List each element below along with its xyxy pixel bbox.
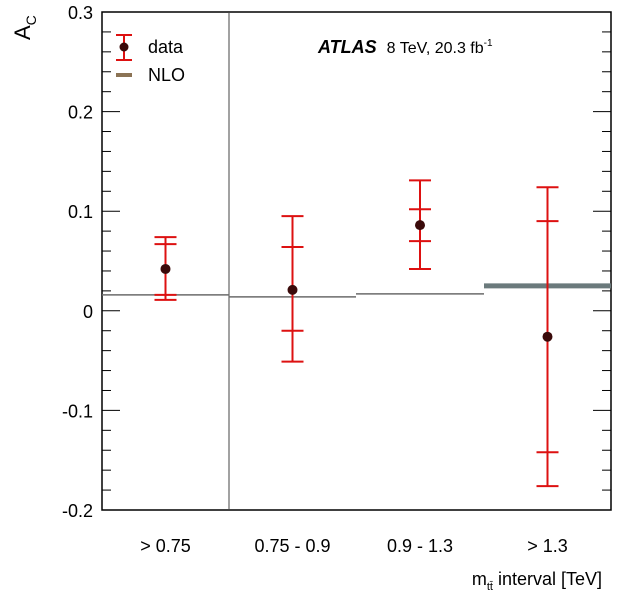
y-tick-label: 0.2 [68,103,93,123]
legend: data NLO [116,34,185,85]
y-axis-tick-labels: -0.2 -0.1 0 0.1 0.2 0.3 [62,3,93,521]
x-axis-title-prefix: m [472,569,487,589]
x-category-label: > 1.3 [527,536,568,556]
y-tick-label: -0.2 [62,501,93,521]
energy-lumi-label: 8 TeV, 20.3 fb [387,40,484,57]
plot-area-frame [101,11,612,511]
experiment-label: ATLAS [317,37,377,57]
y-axis-ticks [102,11,611,511]
y-tick-label: 0 [83,302,93,322]
legend-data-label: data [148,37,184,57]
x-axis-title: mtt̄ interval [TeV] [472,569,602,593]
data-point [415,220,425,231]
x-axis-title-suffix: interval [TeV] [493,569,602,589]
y-axis-title-subscript: C [23,15,39,25]
x-axis-title-subscript: tt̄ [487,581,493,593]
data-series [154,179,559,488]
nlo-series [102,283,611,298]
x-category-label: 0.9 - 1.3 [387,536,453,556]
y-tick-label: 0.3 [68,3,93,23]
data-point [542,331,553,342]
legend-data-marker [119,42,129,52]
y-tick-label: 0.1 [68,202,93,222]
x-axis-category-labels: > 0.75 0.75 - 0.9 0.9 - 1.3 > 1.3 [140,536,568,556]
x-category-label: > 0.75 [140,536,191,556]
data-point [287,284,298,295]
y-axis-title: AC [10,15,39,40]
y-axis-title-main: A [10,25,35,40]
y-tick-label: -0.1 [62,401,93,421]
legend-nlo-label: NLO [148,65,185,85]
x-category-label: 0.75 - 0.9 [254,536,330,556]
lumi-superscript: -1 [484,38,493,49]
data-point [160,263,171,274]
atlas-annotation: ATLAS 8 TeV, 20.3 fb-1 [317,37,493,57]
